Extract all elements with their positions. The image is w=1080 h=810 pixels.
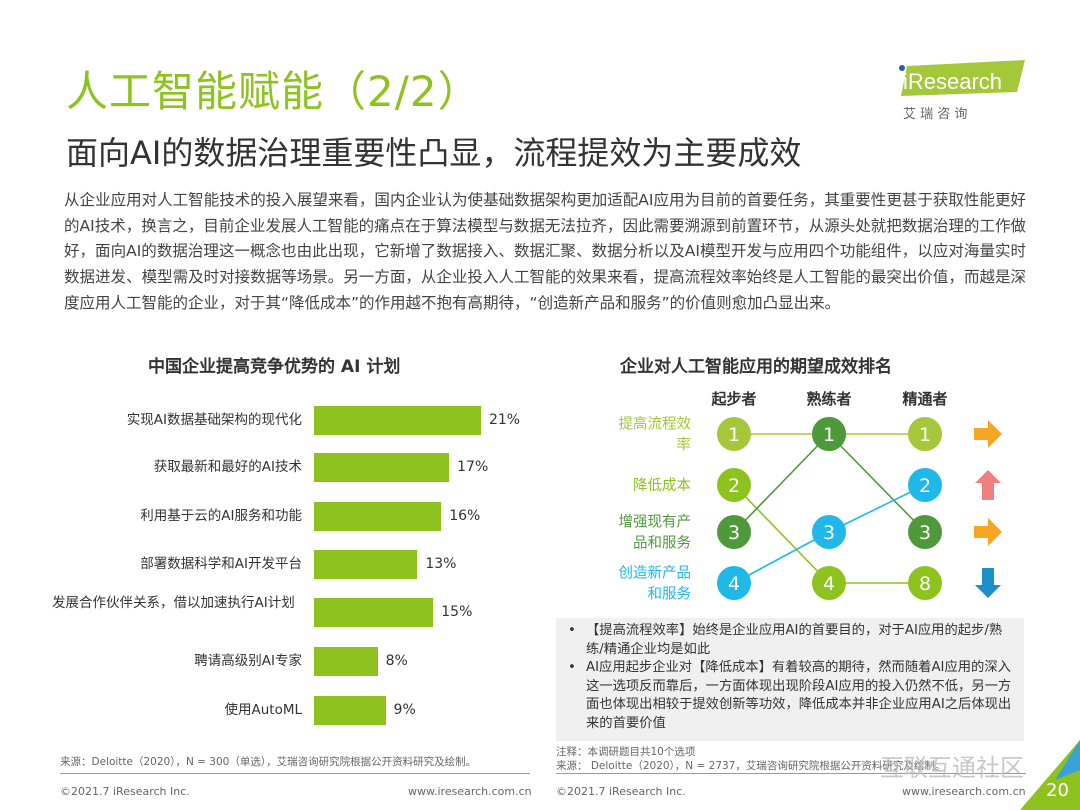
rank-circle: [908, 566, 942, 600]
iresearch-logo: iResearch 艾 瑞 咨 询: [893, 60, 1028, 122]
body-paragraph: 从企业应用对人工智能技术的投入展望来看，国内企业认为使基础数据架构更加适配AI应…: [64, 191, 1026, 312]
rank-number: 8: [919, 573, 931, 595]
rank-number: 3: [823, 522, 835, 544]
bar-value-label: 13%: [425, 556, 457, 572]
page-corner-decoration: [1020, 740, 1080, 810]
bar-label: 利用基于云的AI服务和功能: [140, 508, 302, 524]
trend-arrow-down-icon: [975, 568, 1001, 598]
rank-circle: [812, 515, 846, 549]
bar-label: 获取最新和最好的AI技术: [153, 459, 302, 475]
footnote: 注释：本调研题目共10个选项: [556, 746, 696, 758]
rank-circle: [908, 468, 942, 502]
rank-number: 4: [728, 573, 740, 595]
rank-circle: [908, 515, 942, 549]
website-link[interactable]: www.iresearch.com.cn: [902, 785, 1026, 798]
bar-value-label: 17%: [457, 459, 489, 475]
rank-circle: [717, 468, 751, 502]
rank-number: 1: [823, 424, 835, 446]
page-number: 20: [1046, 780, 1069, 801]
rank-number: 3: [919, 522, 931, 544]
row-label: 降低成本: [633, 477, 691, 494]
row-label: 创造新产品: [619, 565, 692, 582]
bar: [314, 550, 418, 579]
trend-arrow-up-icon: [975, 470, 1001, 500]
bar-label: 使用AutoML: [224, 702, 302, 718]
note-item: AI应用起步企业对【降低成本】有着较高的期待，然而随着AI应用的深入这一选项反而…: [566, 659, 1014, 733]
trend-arrow-flat-icon: [974, 518, 1002, 546]
page-subtitle: 面向AI的数据治理重要性凸显，流程提效为主要成效: [66, 134, 802, 172]
bar-value-label: 15%: [441, 604, 473, 620]
row-label: 和服务: [648, 586, 692, 603]
copyright: ©2021.7 iResearch Inc.: [60, 785, 190, 798]
bar: [314, 406, 481, 435]
rank-circle: [717, 515, 751, 549]
page-title: 人工智能赋能（2/2）: [66, 67, 481, 116]
notes-box: 【提高流程效率】始终是企业应用AI的首要目的，对于AI应用的起步/熟练/精通企业…: [556, 618, 1024, 741]
logo-subtext: 艾 瑞 咨 询: [903, 107, 967, 120]
bar: [314, 502, 442, 531]
bar: [314, 696, 386, 725]
rank-chart-title: 企业对人工智能应用的期望成效排名: [620, 357, 892, 377]
bar-value-label: 9%: [393, 702, 416, 718]
bar-label: 实现AI数据基础架构的现代化: [126, 412, 302, 428]
rank-circle: [717, 417, 751, 451]
rank-number: 3: [728, 522, 740, 544]
bar-chart-title: 中国企业提高竞争优势的 AI 计划: [148, 357, 401, 377]
bar: [314, 453, 450, 482]
bar-label: 发展合作伙伴关系，借以加速执行AI计划: [52, 595, 295, 611]
row-label: 提高流程效: [619, 416, 692, 433]
bar-label: 聘请高级别AI专家: [194, 653, 302, 669]
rank-number: 4: [823, 573, 835, 595]
rank-number: 1: [919, 424, 931, 446]
bar-value-label: 8%: [385, 653, 408, 669]
rank-circle: [812, 566, 846, 600]
footer-divider: [60, 773, 530, 774]
bar-value-label: 16%: [449, 508, 481, 524]
rank-circle: [717, 566, 751, 600]
footer-divider: [556, 773, 1026, 774]
row-label: 增强现有产: [619, 514, 692, 531]
column-header: 熟练者: [806, 390, 851, 408]
trend-arrow-flat-icon: [974, 420, 1002, 448]
rank-circle: [812, 417, 846, 451]
rank-number: 1: [728, 424, 740, 446]
bar-source: 来源：Deloitte（2020），N = 300（单选），艾瑞咨询研究院根据公…: [60, 756, 477, 768]
website-link[interactable]: www.iresearch.com.cn: [408, 785, 532, 798]
bar-label: 部署数据科学和AI开发平台: [140, 556, 302, 572]
row-label: 品和服务: [633, 535, 691, 552]
rank-circle: [908, 417, 942, 451]
bar-value-label: 21%: [488, 412, 521, 428]
note-item: 【提高流程效率】始终是企业应用AI的首要目的，对于AI应用的起步/熟练/精通企业…: [566, 622, 1014, 659]
rank-source: 来源： Deloitte（2020），N = 2737，艾瑞咨询研究院根据公开资…: [556, 760, 946, 772]
rank-number: 2: [919, 475, 931, 497]
copyright: ©2021.7 iResearch Inc.: [556, 785, 686, 798]
bar: [314, 598, 434, 627]
logo-text: iResearch: [903, 69, 1002, 94]
watermark: 互联互通社区: [880, 754, 1024, 782]
row-label: 率: [677, 437, 692, 454]
rank-number: 2: [728, 475, 740, 497]
bar: [314, 647, 378, 676]
column-header: 精通者: [902, 390, 947, 408]
column-header: 起步者: [710, 390, 756, 408]
